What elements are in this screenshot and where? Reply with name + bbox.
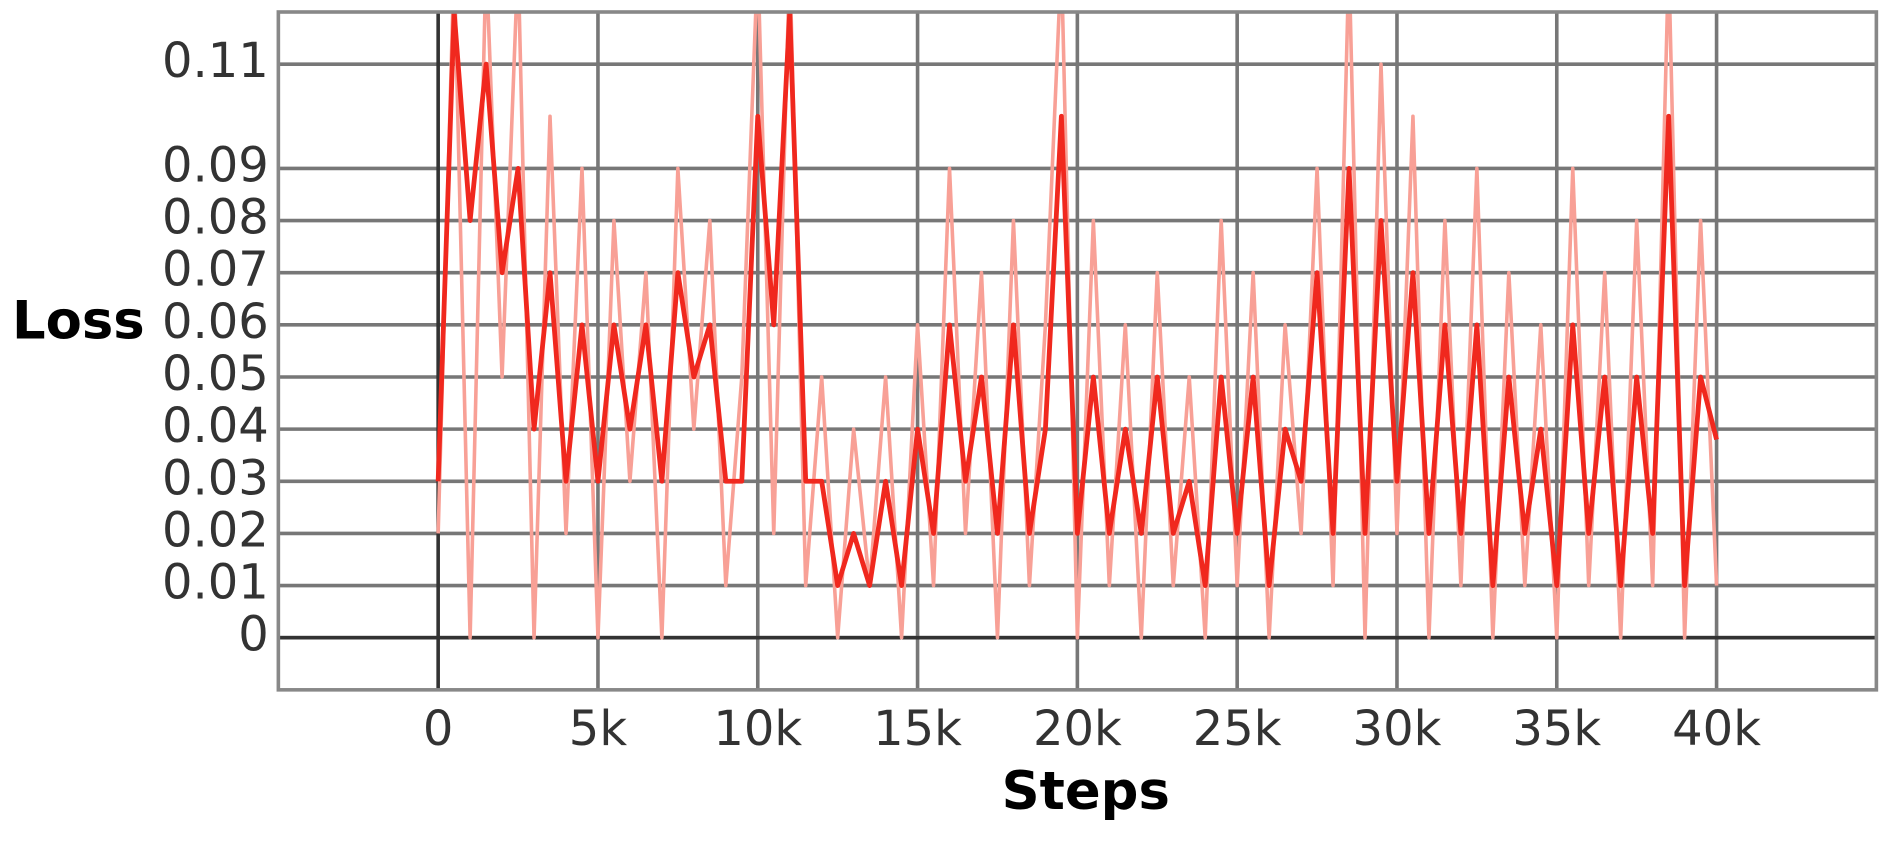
x-tick-label: 20k xyxy=(1033,701,1122,757)
plot-area xyxy=(435,11,1719,640)
x-tick-label: 15k xyxy=(873,701,962,757)
x-tick-label: 0 xyxy=(423,701,454,757)
y-tick-label: 0.07 xyxy=(162,242,269,298)
x-tick-label: 5k xyxy=(569,701,628,757)
y-tick-label: 0.03 xyxy=(162,450,269,506)
x-tick-label: 25k xyxy=(1193,701,1282,757)
x-tick-label: 10k xyxy=(713,701,802,757)
y-tick-label: 0.08 xyxy=(162,190,269,246)
x-tick-label: 40k xyxy=(1672,701,1761,757)
x-tick-label: 30k xyxy=(1353,701,1442,757)
y-tick-label: 0.01 xyxy=(162,555,269,611)
y-tick-label: 0 xyxy=(238,607,269,663)
plot-frame xyxy=(276,10,1879,692)
y-tick-label: 0.11 xyxy=(162,33,269,89)
y-tick-label: 0.05 xyxy=(162,346,269,402)
y-tick-label: 0.02 xyxy=(162,502,269,558)
y-tick-label: 0.06 xyxy=(162,294,269,350)
y-tick-label: 0.09 xyxy=(162,137,269,193)
series-line xyxy=(435,11,1719,588)
x-axis-title: Steps xyxy=(1002,761,1170,822)
y-tick-label: 0.04 xyxy=(162,398,269,454)
y-axis-title: Loss xyxy=(12,291,145,352)
x-tick-label: 35k xyxy=(1512,701,1601,757)
grid xyxy=(278,11,1877,690)
